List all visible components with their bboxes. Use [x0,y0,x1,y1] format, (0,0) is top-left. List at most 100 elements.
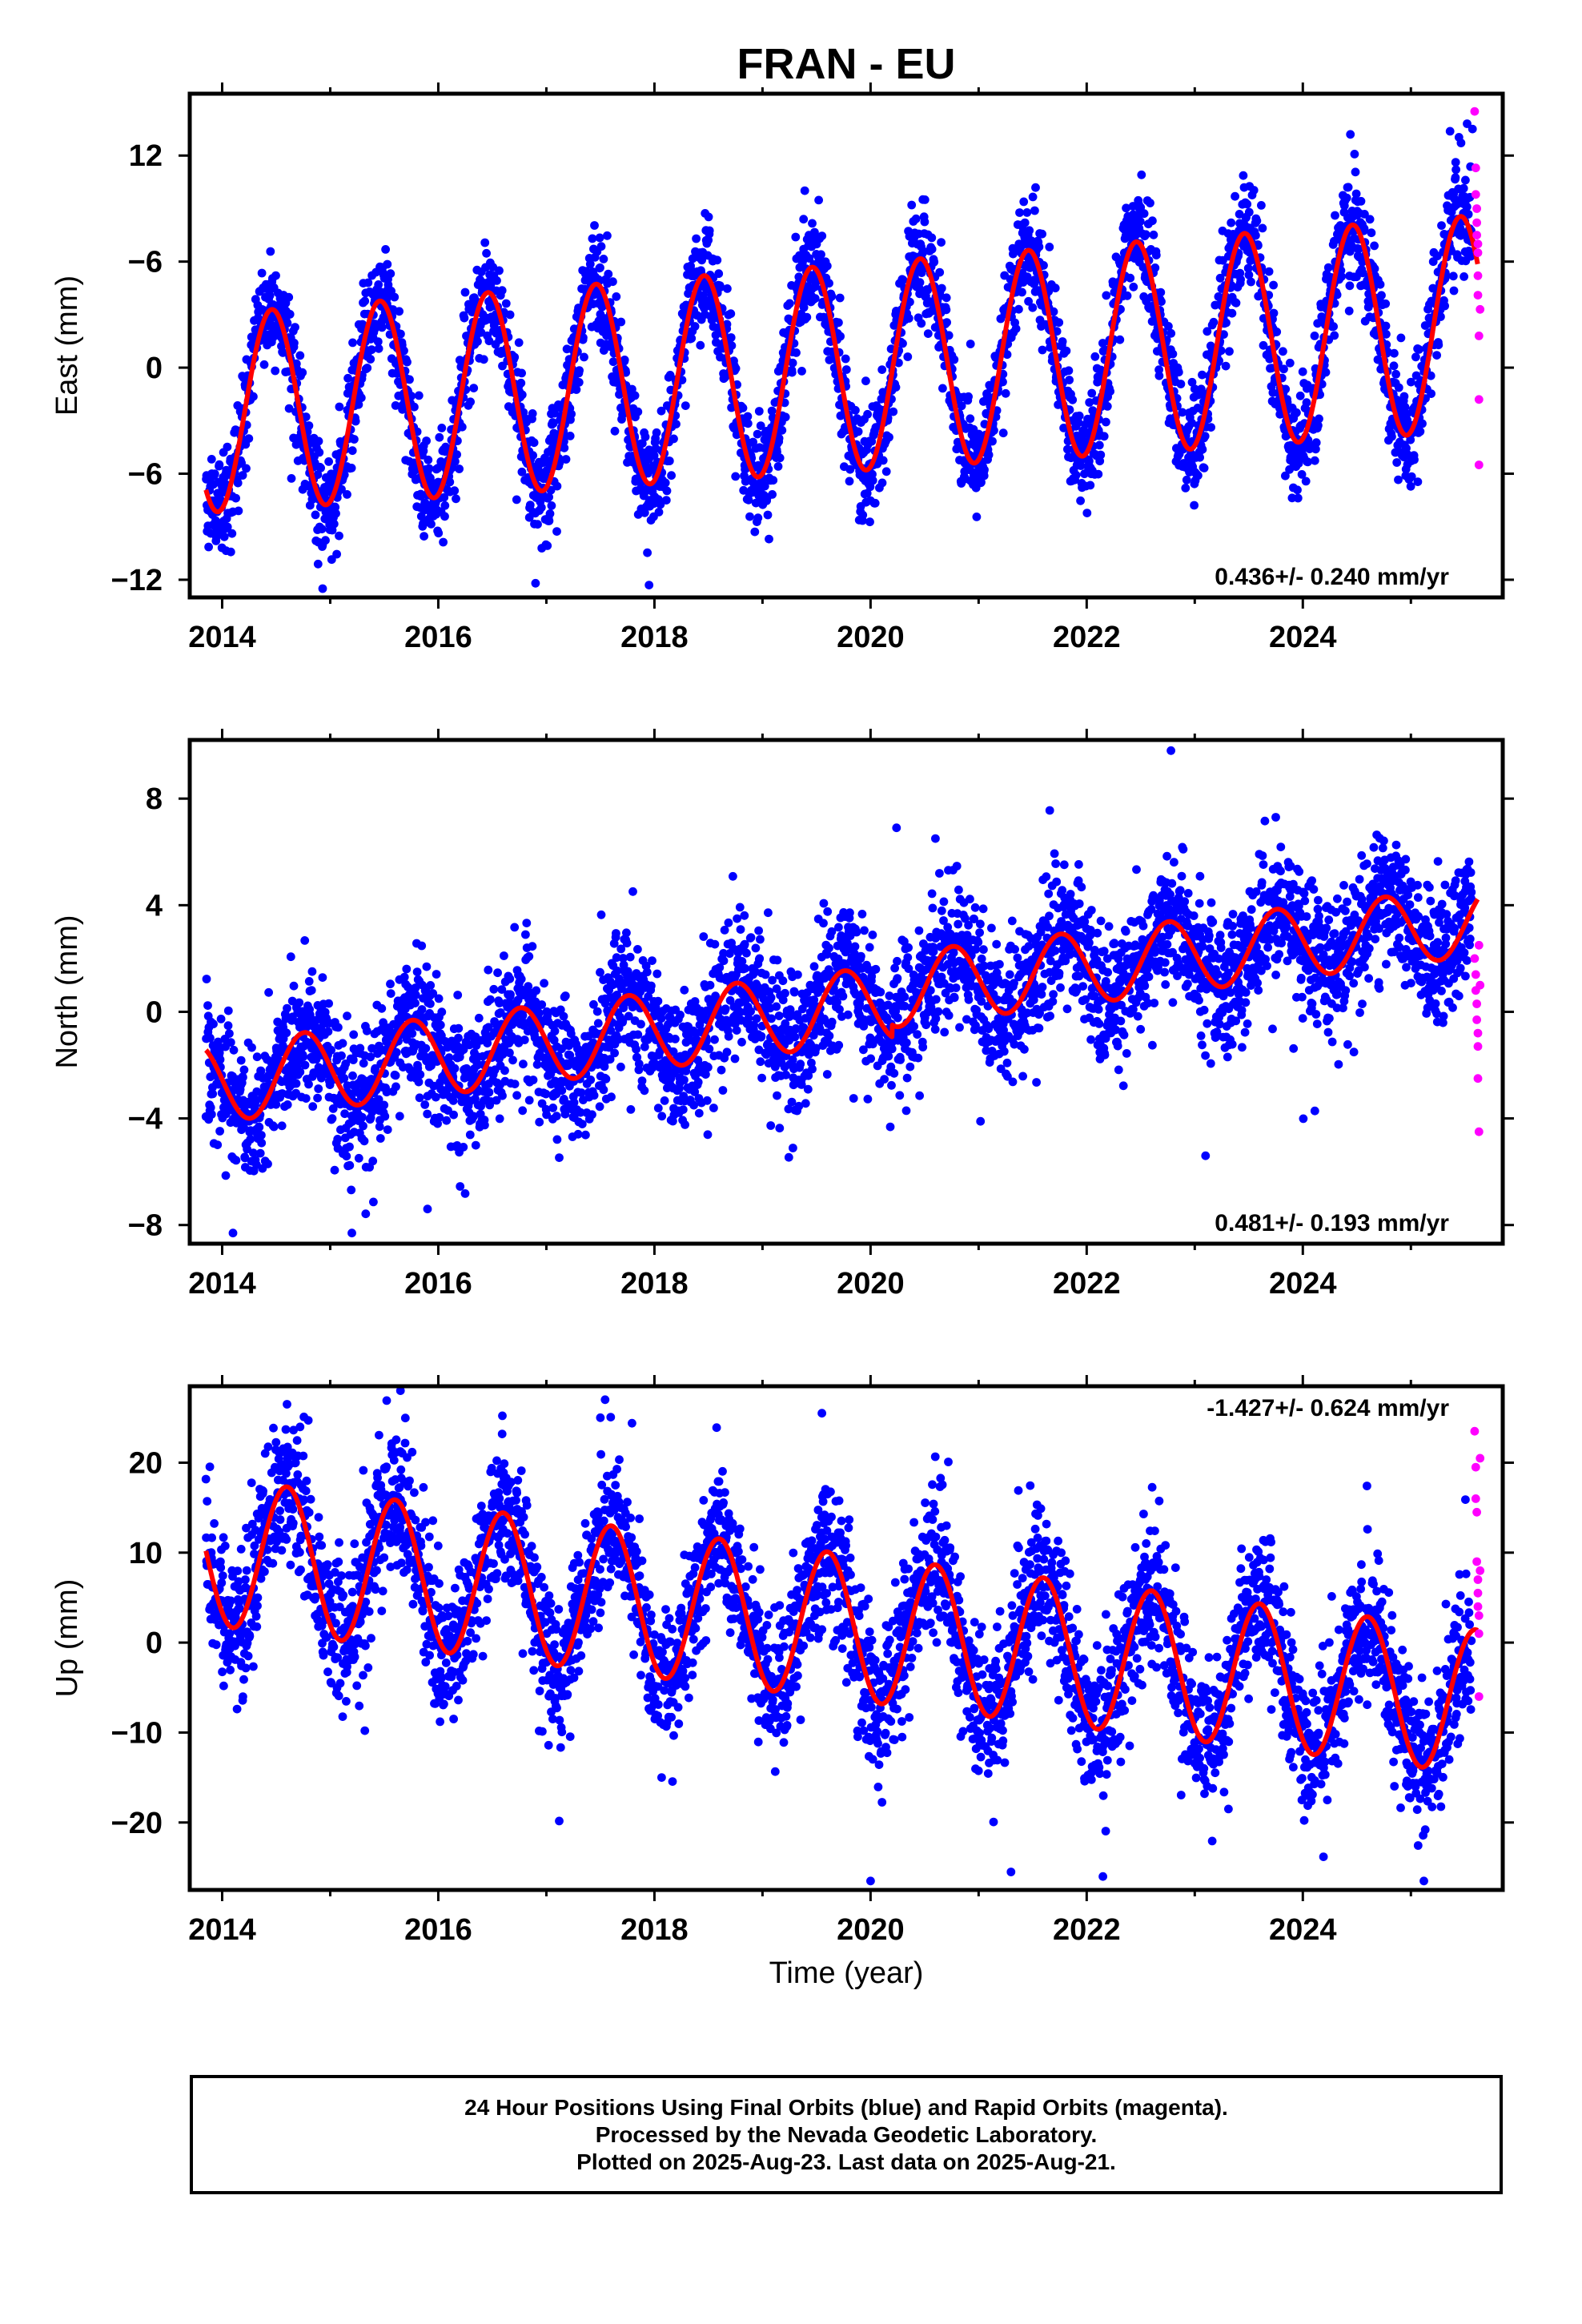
final-orbit-point [1302,398,1311,408]
final-orbit-point [1001,388,1010,398]
final-orbit-point [652,428,661,437]
final-orbit-point [644,581,654,589]
final-orbit-point [362,1026,371,1035]
final-orbit-point [432,970,441,979]
final-orbit-point [408,1029,417,1038]
figure-title: FRAN - EU [737,40,956,88]
final-orbit-point [1045,243,1054,251]
final-orbit-point [1330,331,1339,340]
final-orbit-point [726,333,736,342]
final-orbit-point [345,1142,354,1152]
final-orbit-point [510,1080,520,1088]
plot-frame [187,91,1505,600]
final-orbit-point [608,277,617,287]
final-orbit-point [1137,170,1146,179]
final-orbit-point [356,393,366,403]
final-orbit-point [493,968,502,978]
rapid-orbit-point [1472,204,1481,213]
final-orbit-point [291,323,299,332]
final-orbit-point [210,469,219,479]
final-orbit-point [1258,223,1267,233]
final-orbit-point [1018,287,1026,297]
final-orbit-point [359,1136,369,1146]
final-orbit-point [360,296,370,306]
final-orbit-point [473,337,482,346]
final-orbit-point [1011,324,1021,333]
final-orbit-point [516,378,526,388]
final-orbit-point [792,348,801,357]
final-orbit-point [439,537,448,547]
final-orbit-point [330,1165,339,1175]
final-orbit-point [885,432,893,442]
final-orbit-point [465,1130,475,1140]
final-orbit-point [469,384,479,392]
final-orbit-point [1129,282,1138,292]
final-orbit-point [300,936,310,945]
final-orbit-point [314,436,323,446]
final-orbit-point [528,1076,538,1084]
final-orbit-point [787,368,797,377]
final-orbit-point [595,233,604,243]
final-orbit-point [207,1110,216,1119]
final-orbit-point [1456,139,1466,147]
final-orbit-point [550,408,559,418]
final-orbit-point [257,1138,267,1148]
final-orbit-point [343,1011,351,1021]
final-orbit-point [259,360,269,369]
final-orbit-point [479,355,488,364]
final-orbit-point [269,1122,279,1132]
final-orbit-point [391,1071,400,1080]
final-orbit-point [1094,469,1103,479]
final-orbit-point [304,421,314,430]
final-orbit-point [525,501,535,509]
final-orbit-point [1434,340,1443,350]
final-orbit-point [552,1135,562,1144]
final-orbit-point [204,542,213,552]
final-orbit-point [459,1143,468,1152]
final-orbit-point [1389,361,1399,371]
final-orbit-point [1074,411,1084,420]
final-orbit-point [227,529,237,538]
rapid-orbit-point [1476,304,1485,314]
final-orbit-point [836,332,845,341]
final-orbit-point [559,1011,568,1021]
final-orbit-point [532,986,541,995]
rapid-orbit-point [1474,460,1484,469]
final-orbit-point [301,1094,311,1103]
final-orbit-point [482,248,491,258]
final-orbit-point [923,329,933,338]
final-orbit-point [1068,395,1078,404]
final-orbit-point [455,464,464,473]
final-orbit-point [911,214,921,223]
final-orbit-point [1264,267,1274,276]
final-orbit-point [1342,193,1351,203]
final-orbit-point [208,1089,218,1099]
final-orbit-point [1058,337,1067,346]
final-orbit-point [528,451,537,460]
final-orbit-point [386,989,396,998]
final-orbit-point [231,493,240,503]
final-orbit-point [555,1153,564,1162]
final-orbit-point [1227,218,1236,227]
final-orbit-point [216,1015,226,1023]
final-orbit-point [548,1104,558,1112]
final-orbit-point [690,322,700,331]
final-orbit-point [440,501,450,510]
final-orbit-point [295,998,304,1007]
final-orbit-point [435,432,444,442]
final-orbit-point [512,1091,521,1100]
final-orbit-point [1310,332,1319,340]
final-orbit-point [410,402,419,412]
final-orbit-point [373,337,383,346]
final-orbit-point [300,1060,310,1070]
final-orbit-point [209,1019,218,1029]
final-orbit-point [1194,471,1203,480]
final-orbit-point [383,259,392,269]
final-orbit-point [1418,419,1427,428]
final-orbit-point [239,1065,249,1075]
final-orbit-point [765,534,773,544]
final-orbit-point [437,1007,447,1017]
final-orbit-point [508,1055,517,1065]
final-orbit-point [282,1028,291,1038]
final-orbit-point [514,338,524,348]
